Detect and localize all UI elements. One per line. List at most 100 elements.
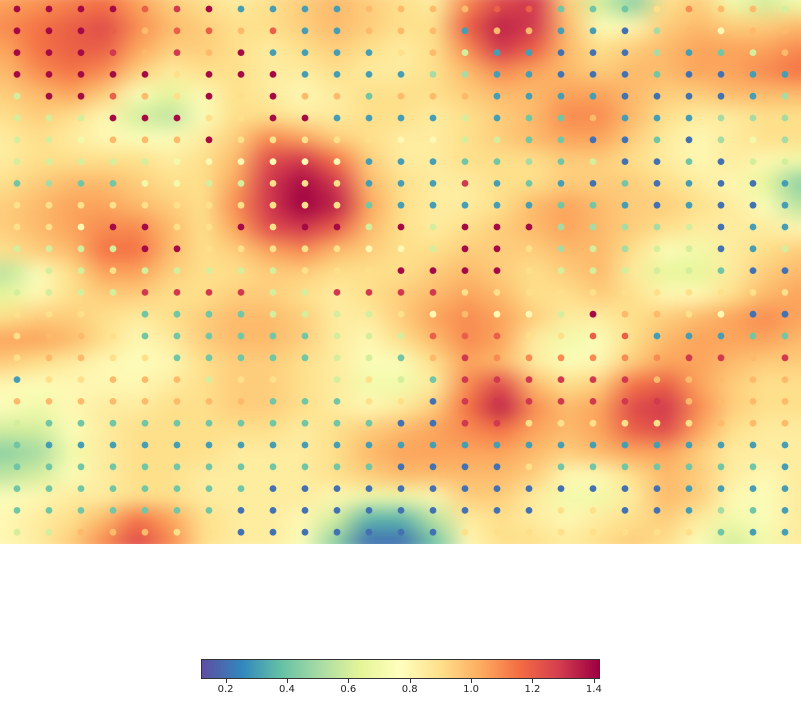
sample-point-r0-c6: [205, 5, 213, 13]
sample-point-r21-c5: [173, 463, 181, 471]
sample-point-r12-c21: [685, 267, 693, 274]
sample-point-r14-c10: [333, 310, 341, 318]
colorbar-tick-label: 1.0: [463, 684, 480, 695]
sample-point-r3-c15: [493, 71, 501, 78]
sample-point-r13-c1: [45, 289, 53, 296]
sample-point-r16-c22: [717, 354, 725, 362]
sample-point-r18-c6: [205, 398, 213, 405]
sample-point-r2-c14: [461, 49, 469, 56]
sample-point-r8-c17: [557, 180, 565, 187]
sample-point-r8-c18: [589, 180, 597, 187]
sample-point-r14-c7: [237, 310, 245, 318]
sample-point-r19-c19: [621, 419, 629, 427]
sample-point-r21-c11: [365, 463, 373, 471]
sample-point-r11-c22: [717, 245, 725, 253]
sample-point-r19-c2: [77, 419, 85, 427]
sample-point-r22-c0: [13, 485, 21, 492]
sample-point-r9-c9: [301, 201, 309, 209]
sample-point-r23-c20: [653, 507, 661, 514]
sample-point-r6-c23: [749, 136, 757, 144]
sample-point-r10-c17: [557, 223, 565, 231]
sample-point-r10-c20: [653, 223, 661, 231]
sample-point-r2-c15: [493, 49, 501, 56]
sample-point-r1-c9: [301, 27, 309, 35]
colorbar-tick-mark: [593, 679, 595, 683]
sample-point-r17-c6: [205, 376, 213, 383]
sample-point-r0-c3: [109, 5, 117, 13]
sample-point-r15-c16: [525, 332, 533, 340]
sample-point-r12-c11: [365, 267, 373, 274]
sample-point-r23-c13: [429, 507, 437, 514]
sample-point-r21-c0: [13, 463, 21, 471]
sample-point-r17-c5: [173, 376, 181, 383]
sample-point-r18-c23: [749, 398, 757, 405]
sample-point-r10-c13: [429, 223, 437, 231]
sample-point-r5-c2: [77, 114, 85, 122]
sample-point-r13-c22: [717, 289, 725, 296]
sample-point-r9-c10: [333, 201, 341, 209]
sample-point-r24-c3: [109, 528, 117, 536]
sample-point-r19-c9: [301, 419, 309, 427]
sample-point-r24-c6: [205, 528, 213, 536]
sample-point-r17-c12: [397, 376, 405, 383]
sample-point-r4-c22: [717, 92, 725, 100]
sample-point-r18-c5: [173, 398, 181, 405]
sample-point-r13-c19: [621, 289, 629, 296]
sample-point-r12-c3: [109, 267, 117, 274]
sample-point-r1-c6: [205, 27, 213, 35]
sample-point-r6-c18: [589, 136, 597, 144]
sample-point-r2-c18: [589, 49, 597, 56]
sample-point-r7-c15: [493, 158, 501, 166]
sample-point-r12-c10: [333, 267, 341, 274]
sample-point-r13-c11: [365, 289, 373, 296]
sample-point-r3-c3: [109, 71, 117, 78]
sample-point-r22-c9: [301, 485, 309, 492]
sample-point-r22-c10: [333, 485, 341, 492]
sample-point-r22-c22: [717, 485, 725, 492]
sample-point-r17-c10: [333, 376, 341, 383]
sample-point-r9-c12: [397, 201, 405, 209]
sample-point-r24-c19: [621, 528, 629, 536]
sample-point-r24-c9: [301, 528, 309, 536]
sample-point-r20-c4: [141, 441, 149, 449]
sample-point-r17-c24: [781, 376, 789, 383]
sample-point-r22-c17: [557, 485, 565, 492]
sample-point-r8-c24: [781, 180, 789, 187]
sample-point-r17-c17: [557, 376, 565, 383]
sample-point-r0-c22: [717, 5, 725, 13]
sample-point-r17-c7: [237, 376, 245, 383]
sample-point-r7-c9: [301, 158, 309, 166]
sample-point-r15-c20: [653, 332, 661, 340]
sample-point-r9-c24: [781, 201, 789, 209]
colorbar-tick-label: 1.4: [585, 684, 602, 695]
sample-point-r18-c15: [493, 398, 501, 405]
sample-point-r1-c7: [237, 27, 245, 35]
sample-point-r13-c8: [269, 289, 277, 296]
sample-point-r13-c17: [557, 289, 565, 296]
sample-point-r20-c13: [429, 441, 437, 449]
sample-point-r5-c5: [173, 114, 181, 122]
sample-point-r3-c0: [13, 71, 21, 78]
sample-point-r11-c7: [237, 245, 245, 253]
sample-point-r15-c23: [749, 332, 757, 340]
sample-point-r6-c11: [365, 136, 373, 144]
sample-point-r2-c6: [205, 49, 213, 56]
sample-point-r19-c10: [333, 419, 341, 427]
sample-point-r11-c8: [269, 245, 277, 253]
colorbar-tick-mark: [471, 679, 473, 683]
sample-point-r23-c10: [333, 507, 341, 514]
sample-point-r1-c24: [781, 27, 789, 35]
sample-point-r0-c11: [365, 5, 373, 13]
sample-point-r4-c20: [653, 92, 661, 100]
sample-point-r11-c16: [525, 245, 533, 253]
sample-point-r24-c13: [429, 528, 437, 536]
sample-point-r2-c5: [173, 49, 181, 56]
sample-point-r6-c5: [173, 136, 181, 144]
sample-point-r7-c6: [205, 158, 213, 166]
sample-point-r20-c15: [493, 441, 501, 449]
sample-point-r21-c7: [237, 463, 245, 471]
sample-point-r18-c8: [269, 398, 277, 405]
sample-point-r1-c11: [365, 27, 373, 35]
sample-point-r8-c2: [77, 180, 85, 187]
sample-point-r2-c1: [45, 49, 53, 56]
